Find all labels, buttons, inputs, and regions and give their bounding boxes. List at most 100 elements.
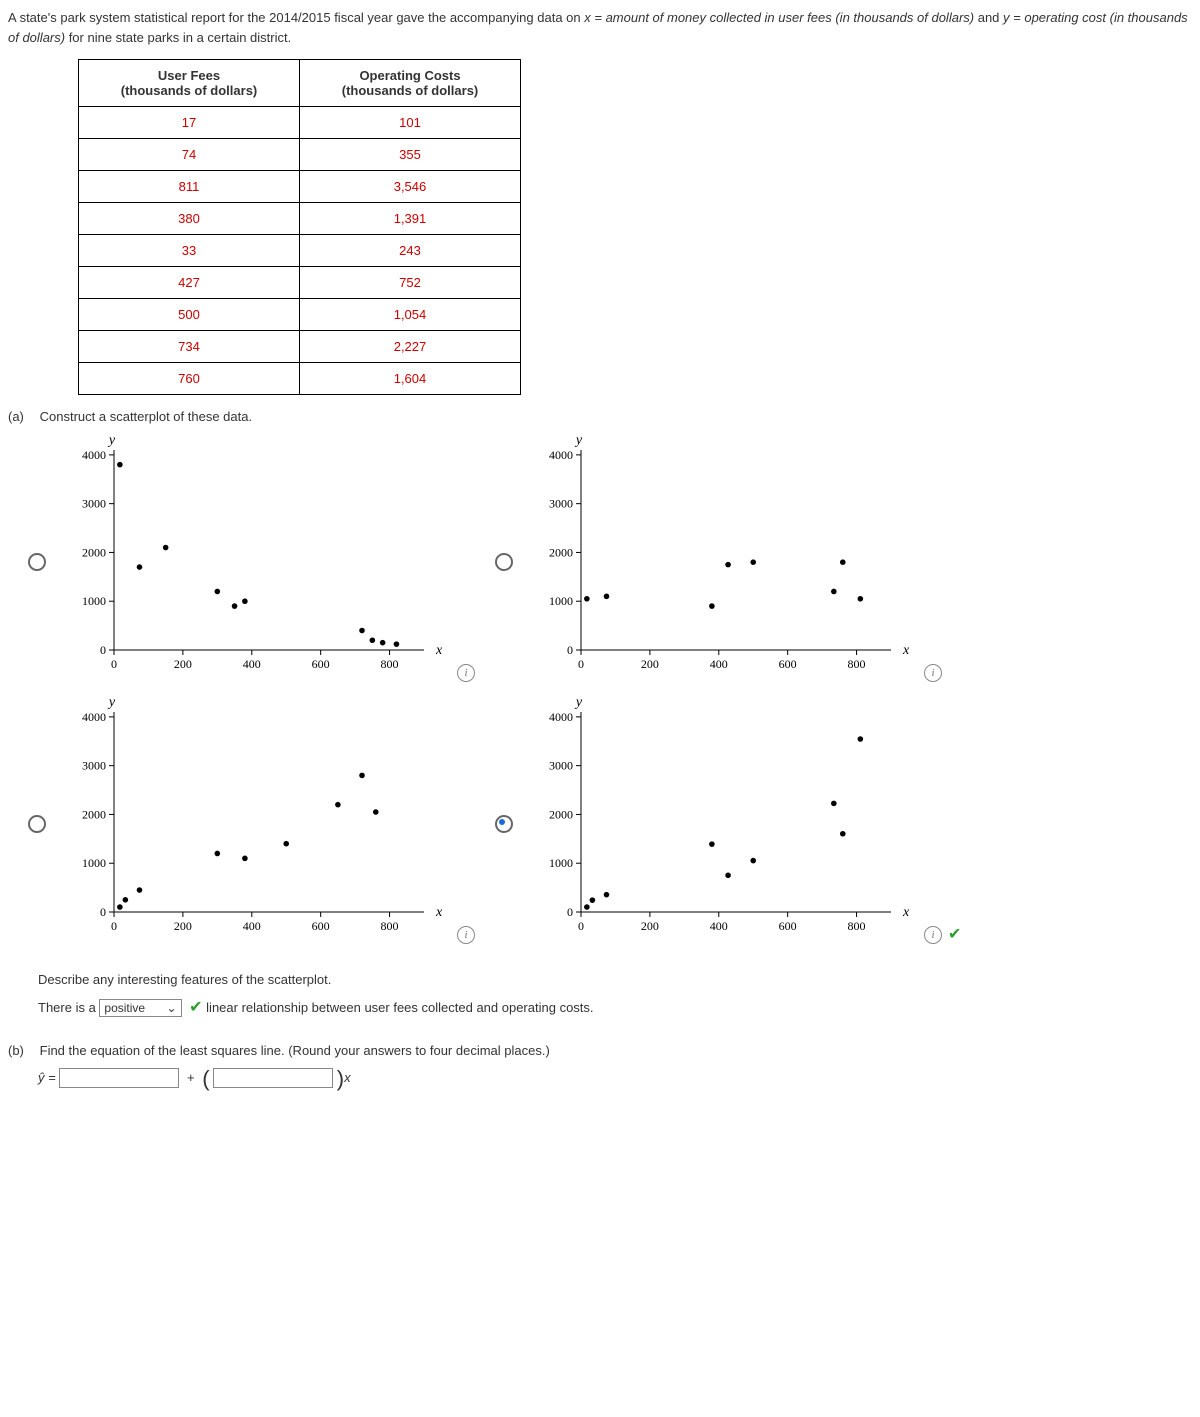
svg-text:800: 800 bbox=[848, 919, 866, 933]
describe-prompt: Describe any interesting features of the… bbox=[38, 972, 1192, 987]
info-icon[interactable]: i bbox=[457, 664, 475, 682]
svg-text:800: 800 bbox=[381, 657, 399, 671]
describe-s1: There is a bbox=[38, 1000, 99, 1015]
right-paren: ) bbox=[337, 1066, 344, 1091]
table-cell: 752 bbox=[300, 267, 521, 299]
table-row: 427752 bbox=[79, 267, 521, 299]
table-row: 7342,227 bbox=[79, 331, 521, 363]
table-cell: 500 bbox=[79, 299, 300, 331]
svg-text:y: y bbox=[574, 695, 583, 710]
table-cell: 33 bbox=[79, 235, 300, 267]
info-icon[interactable]: i bbox=[924, 664, 942, 682]
table-cell: 355 bbox=[300, 139, 521, 171]
scatterplot-C: 010002000300040000200400600800yx bbox=[52, 692, 447, 944]
check-icon: ✔ bbox=[948, 924, 961, 944]
chart-radio-B[interactable] bbox=[495, 553, 513, 571]
x-suffix: x bbox=[344, 1070, 351, 1085]
table-cell: 760 bbox=[79, 363, 300, 395]
intro-text: A state's park system statistical report… bbox=[8, 8, 1192, 47]
describe-s2: linear relationship between user fees co… bbox=[206, 1000, 593, 1015]
chart-option-C: 010002000300040000200400600800yxi bbox=[28, 692, 475, 944]
chart-options-grid: 010002000300040000200400600800yxi0100020… bbox=[28, 430, 948, 944]
part-a-prompt: Construct a scatterplot of these data. bbox=[40, 409, 252, 424]
svg-text:0: 0 bbox=[111, 657, 117, 671]
intro-and: and bbox=[974, 10, 1003, 25]
svg-text:4000: 4000 bbox=[549, 448, 573, 462]
chart-radio-D[interactable] bbox=[495, 815, 513, 833]
table-cell: 74 bbox=[79, 139, 300, 171]
table-cell: 811 bbox=[79, 171, 300, 203]
table-cell: 101 bbox=[300, 107, 521, 139]
table-cell: 380 bbox=[79, 203, 300, 235]
table-row: 33243 bbox=[79, 235, 521, 267]
slope-input[interactable] bbox=[213, 1068, 333, 1088]
table-row: 8113,546 bbox=[79, 171, 521, 203]
svg-text:0: 0 bbox=[111, 919, 117, 933]
svg-text:2000: 2000 bbox=[549, 807, 573, 821]
svg-text:y: y bbox=[574, 433, 583, 448]
part-b: (b) Find the equation of the least squar… bbox=[8, 1043, 1192, 1092]
svg-text:0: 0 bbox=[578, 919, 584, 933]
chart-option-B: 010002000300040000200400600800yxi bbox=[495, 430, 961, 682]
svg-text:0: 0 bbox=[567, 643, 573, 657]
yhat-label: ŷ = bbox=[38, 1070, 56, 1085]
table-row: 7601,604 bbox=[79, 363, 521, 395]
svg-text:0: 0 bbox=[578, 657, 584, 671]
info-icon[interactable]: i bbox=[924, 926, 942, 944]
svg-text:x: x bbox=[435, 905, 443, 920]
part-b-prompt: Find the equation of the least squares l… bbox=[40, 1043, 550, 1058]
svg-text:400: 400 bbox=[243, 657, 261, 671]
scatterplot-D: 010002000300040000200400600800yx bbox=[519, 692, 914, 944]
svg-text:200: 200 bbox=[641, 919, 659, 933]
svg-text:600: 600 bbox=[779, 657, 797, 671]
relationship-select[interactable]: positive ⌄ bbox=[99, 999, 181, 1017]
svg-text:3000: 3000 bbox=[549, 497, 573, 511]
svg-text:2000: 2000 bbox=[549, 545, 573, 559]
svg-text:200: 200 bbox=[174, 919, 192, 933]
plus-sign: + bbox=[187, 1070, 195, 1085]
part-a-label: (a) Construct a scatterplot of these dat… bbox=[8, 409, 1192, 424]
chart-radio-C[interactable] bbox=[28, 815, 46, 833]
svg-text:x: x bbox=[435, 643, 443, 658]
table-cell: 1,054 bbox=[300, 299, 521, 331]
table-row: 3801,391 bbox=[79, 203, 521, 235]
svg-text:200: 200 bbox=[641, 657, 659, 671]
table-cell: 1,604 bbox=[300, 363, 521, 395]
table-cell: 734 bbox=[79, 331, 300, 363]
intro-x-desc: x = amount of money collected in user fe… bbox=[584, 10, 974, 25]
svg-text:4000: 4000 bbox=[82, 710, 106, 724]
svg-text:400: 400 bbox=[710, 919, 728, 933]
table-header-fees: User Fees (thousands of dollars) bbox=[79, 60, 300, 107]
table-cell: 2,227 bbox=[300, 331, 521, 363]
svg-text:4000: 4000 bbox=[82, 448, 106, 462]
data-table: User Fees (thousands of dollars) Operati… bbox=[78, 59, 521, 395]
svg-text:3000: 3000 bbox=[82, 759, 106, 773]
svg-text:3000: 3000 bbox=[549, 759, 573, 773]
table-cell: 243 bbox=[300, 235, 521, 267]
table-cell: 427 bbox=[79, 267, 300, 299]
table-cell: 17 bbox=[79, 107, 300, 139]
svg-text:0: 0 bbox=[100, 905, 106, 919]
svg-text:y: y bbox=[107, 433, 116, 448]
intercept-input[interactable] bbox=[59, 1068, 179, 1088]
table-cell: 3,546 bbox=[300, 171, 521, 203]
svg-text:2000: 2000 bbox=[82, 807, 106, 821]
svg-text:600: 600 bbox=[312, 657, 330, 671]
svg-text:600: 600 bbox=[312, 919, 330, 933]
table-header-costs: Operating Costs (thousands of dollars) bbox=[300, 60, 521, 107]
info-icon[interactable]: i bbox=[457, 926, 475, 944]
chart-option-D: 010002000300040000200400600800yxi✔ bbox=[495, 692, 961, 944]
svg-text:x: x bbox=[902, 643, 910, 658]
describe-block: Describe any interesting features of the… bbox=[38, 972, 1192, 1017]
table-body: 17101743558113,5463801,39133243427752500… bbox=[79, 107, 521, 395]
part-a-letter: (a) bbox=[8, 409, 36, 424]
svg-text:1000: 1000 bbox=[82, 594, 106, 608]
chart-radio-A[interactable] bbox=[28, 553, 46, 571]
equation-row: ŷ = + ( )x bbox=[38, 1066, 1192, 1092]
scatterplot-B: 010002000300040000200400600800yx bbox=[519, 430, 914, 682]
svg-text:y: y bbox=[107, 695, 116, 710]
table-row: 5001,054 bbox=[79, 299, 521, 331]
svg-text:0: 0 bbox=[100, 643, 106, 657]
scatterplot-A: 010002000300040000200400600800yx bbox=[52, 430, 447, 682]
svg-text:3000: 3000 bbox=[82, 497, 106, 511]
